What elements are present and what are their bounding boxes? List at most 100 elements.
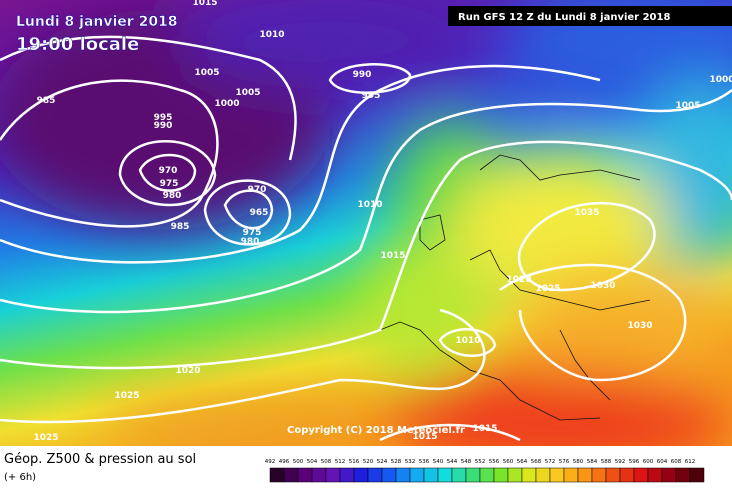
legend-title: Géop. Z500 & pression au sol	[4, 452, 196, 467]
isobar-label: 1000	[709, 75, 732, 85]
scale-label: 608	[671, 459, 682, 465]
date: Lundi 8 janvier 2018	[16, 14, 178, 30]
isobar-label: 985	[171, 222, 190, 232]
scale-label: 536	[419, 459, 430, 465]
scale-swatch	[479, 467, 495, 483]
scale-label: 576	[559, 459, 570, 465]
scale-label: 520	[363, 459, 374, 465]
isobar-label: 990	[353, 70, 372, 80]
scale-swatch	[437, 467, 453, 483]
isobar-label: 1015	[380, 251, 405, 261]
isobar-label: 965	[250, 208, 269, 218]
scale-label: 600	[643, 459, 654, 465]
isobar-label: 1015	[412, 432, 437, 442]
isobar-label: 970	[248, 185, 267, 195]
color-scale: 492 496 500 504 508 512 516 520 524 528 532 536 540 5…	[265, 459, 705, 483]
scale-swatch	[339, 467, 355, 483]
coastlines	[379, 154, 651, 421]
scale-swatch	[605, 467, 621, 483]
scale-label: 500	[293, 459, 304, 465]
scale-swatch	[367, 467, 383, 483]
scale-label: 540	[433, 459, 444, 465]
scale-label: 560	[503, 459, 514, 465]
scale-swatch	[381, 467, 397, 483]
scale-swatch	[535, 467, 551, 483]
scale-label: 508	[321, 459, 332, 465]
scale-swatch	[633, 467, 649, 483]
isobar-label: 975	[160, 179, 179, 189]
isobar-label: 1020	[175, 366, 200, 376]
scale-label: 516	[349, 459, 360, 465]
field	[0, 0, 732, 470]
scale-label: 580	[573, 459, 584, 465]
copyright: Copyright (C) 2018 Meteociel.fr	[287, 425, 465, 436]
isobar-label: 1030	[590, 281, 615, 291]
scale-swatch	[507, 467, 523, 483]
scale-swatch	[325, 467, 341, 483]
scale-label: 492	[265, 459, 276, 465]
isobar-label: 1005	[194, 68, 219, 78]
isobar-label: 1015	[472, 424, 497, 434]
scale-swatch	[353, 467, 369, 483]
scale-swatch	[591, 467, 607, 483]
scale-swatch	[661, 467, 677, 483]
isobar-label: 1015	[192, 0, 217, 8]
isobar-label: 970	[159, 166, 178, 176]
isobar-label: 1020	[506, 275, 531, 285]
scale-label: 564	[517, 459, 528, 465]
scale-swatch	[647, 467, 663, 483]
isobar-label: 1005	[235, 88, 260, 98]
scale-swatch	[493, 467, 509, 483]
scale-label: 556	[489, 459, 500, 465]
scale-swatch	[451, 467, 467, 483]
isobar-label: 980	[163, 191, 182, 201]
scale-label: 504	[307, 459, 318, 465]
scale-swatch	[409, 467, 425, 483]
scale-label: 572	[545, 459, 556, 465]
scale-label: 592	[615, 459, 626, 465]
scale-label: 532	[405, 459, 416, 465]
isobar-label: 1025	[33, 433, 58, 443]
scale-label: 584	[587, 459, 598, 465]
isobar-label: 995	[362, 91, 381, 101]
isobar-label: 1035	[574, 208, 599, 218]
scale-swatch	[283, 467, 299, 483]
scale-label: 596	[629, 459, 640, 465]
scale-swatch	[297, 467, 313, 483]
scale-swatch	[563, 467, 579, 483]
isobar-label: 1025	[535, 284, 560, 294]
scale-label: 548	[461, 459, 472, 465]
scale-label: 544	[447, 459, 458, 465]
scale-label: 496	[279, 459, 290, 465]
isobars	[0, 35, 732, 442]
run-text: Run GFS 12 Z du Lundi 8 janvier 2018	[458, 12, 670, 23]
isobar-labels: 1015101010051005100098599599097097598098…	[33, 0, 732, 443]
scale-swatch	[521, 467, 537, 483]
isobar-label: 1010	[455, 336, 480, 346]
isobar-label: 1025	[114, 391, 139, 401]
isobar-label: 980	[241, 237, 260, 247]
scale-swatch	[619, 467, 635, 483]
isobar-label: 1030	[627, 321, 652, 331]
scale-label: 524	[377, 459, 388, 465]
scale-swatch	[577, 467, 593, 483]
scale-swatch	[311, 467, 327, 483]
isobar-label: 995	[154, 113, 173, 123]
scale-swatch	[465, 467, 481, 483]
isobar-label: 1010	[357, 200, 382, 210]
scale-label: 512	[335, 459, 346, 465]
scale-swatch	[675, 467, 691, 483]
scale-swatch	[549, 467, 565, 483]
run-box	[448, 6, 732, 26]
isobar-label: 1000	[214, 99, 239, 109]
scale-swatch	[689, 467, 705, 483]
scale-swatch	[395, 467, 411, 483]
scale-swatch	[269, 467, 285, 483]
legend-subtitle: (+ 6h)	[4, 472, 36, 483]
scale-label: 604	[657, 459, 668, 465]
scale-swatch	[423, 467, 439, 483]
scale-label: 612	[685, 459, 696, 465]
isobar-label: 990	[154, 121, 173, 131]
